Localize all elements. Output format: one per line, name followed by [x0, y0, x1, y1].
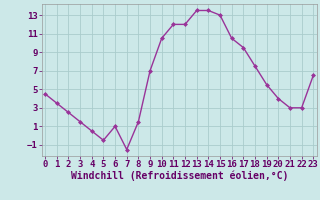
X-axis label: Windchill (Refroidissement éolien,°C): Windchill (Refroidissement éolien,°C) [70, 171, 288, 181]
